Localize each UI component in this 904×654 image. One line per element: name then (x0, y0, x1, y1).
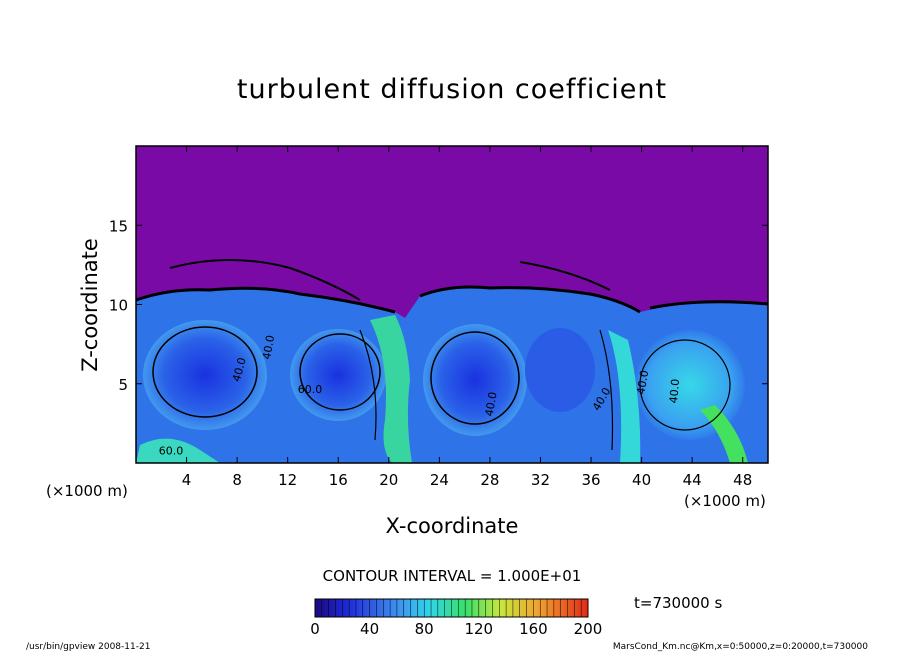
x-tick-label: 4 (182, 471, 192, 489)
contour-label: 40.0 (634, 369, 651, 395)
x-tick-label: 40 (632, 471, 651, 489)
x-tick-label: 24 (430, 471, 449, 489)
x-tick-label: 28 (480, 471, 499, 489)
y-axis-ticks: 5 10 15 (109, 217, 768, 394)
contour-label: 40.0 (667, 378, 682, 404)
contour-label: 40.0 (483, 391, 500, 417)
y-axis-label: Z-coordinate (78, 238, 102, 372)
colorbar-ticks: 0 40 80 120 160 200 (310, 620, 602, 638)
x-tick-label: 8 (232, 471, 242, 489)
contour-label: 40.0 (230, 356, 249, 383)
colorbar-tick-label: 120 (464, 620, 493, 638)
x-tick-label: 12 (278, 471, 297, 489)
footer-program-label: /usr/bin/gpview 2008-11-21 (26, 642, 151, 652)
colorbar-tick-label: 200 (574, 620, 603, 638)
x-axis-ticks: 4 8 12 16 20 24 28 32 36 40 44 48 (182, 146, 752, 489)
contour-label: 60.0 (159, 444, 184, 457)
heatmap-field: 40.040.040.0 40.0 40.040.060.060.0 (136, 259, 768, 463)
colorbar-stripes (321, 599, 582, 617)
x-axis-unit-right: (×1000 m) (684, 492, 766, 510)
colorbar-tick-label: 0 (310, 620, 320, 638)
x-tick-label: 36 (581, 471, 600, 489)
x-axis-unit-left: (×1000 m) (46, 482, 128, 500)
y-tick-label: 10 (109, 297, 128, 315)
x-tick-label: 44 (683, 471, 702, 489)
y-tick-label: 5 (118, 376, 128, 394)
x-tick-label: 16 (329, 471, 348, 489)
x-axis-label: X-coordinate (385, 514, 519, 538)
colorbar-tick-label: 160 (519, 620, 548, 638)
contour-interval-label: CONTOUR INTERVAL = 1.000E+01 (322, 567, 582, 585)
time-label: t=730000 s (634, 594, 723, 612)
chart-title: turbulent diffusion coefficient (236, 74, 668, 105)
colorbar-tick-label: 40 (360, 620, 379, 638)
x-tick-label: 48 (733, 471, 752, 489)
footer-source-label: MarsCond_Km.nc@Km,x=0:50000,z=0:20000,t=… (612, 642, 868, 652)
x-tick-label: 20 (379, 471, 398, 489)
contour-label: 40.0 (260, 334, 277, 360)
x-tick-label: 32 (531, 471, 550, 489)
y-tick-label: 15 (109, 217, 128, 235)
colorbar-tick-label: 80 (415, 620, 434, 638)
contour-label: 60.0 (298, 383, 323, 396)
